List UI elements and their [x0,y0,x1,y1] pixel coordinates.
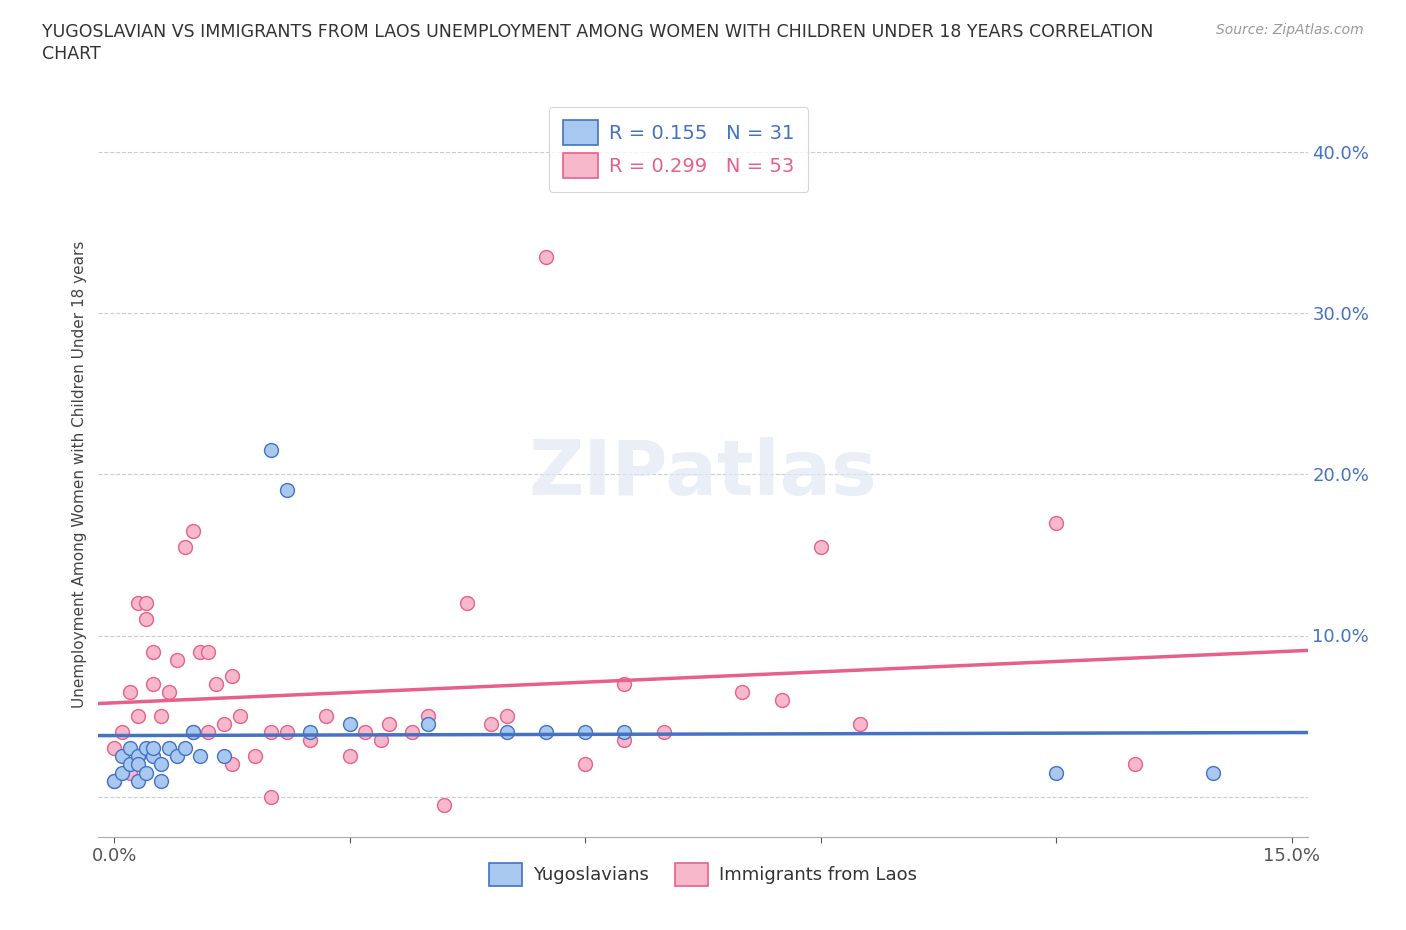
Point [166,652,188,667]
Point [1045,515,1067,530]
Point [181,724,204,739]
Point [574,724,596,739]
Point [197,644,219,659]
Point [456,596,478,611]
Point [127,749,149,764]
Point [157,684,180,699]
Point [276,724,298,739]
Point [418,709,440,724]
Point [613,724,636,739]
Point [1045,765,1067,780]
Point [111,724,134,739]
Point [276,483,298,498]
Point [339,749,361,764]
Point [190,749,212,764]
Point [103,773,125,788]
Point [1202,765,1225,780]
Point [150,757,173,772]
Point [212,717,235,732]
Point [142,676,165,691]
Point [111,765,134,780]
Y-axis label: Unemployment Among Women with Children Under 18 years: Unemployment Among Women with Children U… [72,241,87,708]
Point [205,676,228,691]
Point [534,249,557,264]
Legend: Yugoslavians, Immigrants from Laos: Yugoslavians, Immigrants from Laos [482,856,924,893]
Point [418,717,440,732]
Point [157,741,180,756]
Point [173,741,195,756]
Point [127,709,149,724]
Point [127,757,149,772]
Text: ZIPatlas: ZIPatlas [529,437,877,512]
Point [810,539,832,554]
Point [401,724,423,739]
Point [339,717,361,732]
Point [150,709,173,724]
Point [118,684,141,699]
Point [731,684,754,699]
Point [135,741,157,756]
Point [495,709,517,724]
Point [127,773,149,788]
Point [245,749,267,764]
Point [212,749,235,764]
Point [173,539,195,554]
Point [299,724,322,739]
Point [652,724,675,739]
Point [103,773,125,788]
Point [142,741,165,756]
Point [260,724,283,739]
Point [260,443,283,458]
Point [495,724,517,739]
Point [770,693,793,708]
Point [849,717,872,732]
Text: YUGOSLAVIAN VS IMMIGRANTS FROM LAOS UNEMPLOYMENT AMONG WOMEN WITH CHILDREN UNDER: YUGOSLAVIAN VS IMMIGRANTS FROM LAOS UNEM… [42,23,1153,41]
Point [142,644,165,659]
Point [613,733,636,748]
Point [260,790,283,804]
Point [135,765,157,780]
Point [118,765,141,780]
Point [135,612,157,627]
Point [229,709,252,724]
Point [150,773,173,788]
Point [1123,757,1146,772]
Text: CHART: CHART [42,45,101,62]
Point [118,741,141,756]
Point [142,749,165,764]
Point [127,749,149,764]
Point [118,757,141,772]
Point [127,596,149,611]
Point [190,644,212,659]
Point [354,724,377,739]
Point [181,724,204,739]
Point [181,524,204,538]
Point [433,797,456,812]
Point [221,669,243,684]
Point [135,596,157,611]
Point [574,757,596,772]
Point [479,717,502,732]
Point [221,757,243,772]
Point [111,749,134,764]
Point [613,676,636,691]
Point [315,709,337,724]
Point [534,724,557,739]
Point [370,733,392,748]
Text: Source: ZipAtlas.com: Source: ZipAtlas.com [1216,23,1364,37]
Point [197,724,219,739]
Point [166,749,188,764]
Point [103,741,125,756]
Point [299,733,322,748]
Point [378,717,401,732]
